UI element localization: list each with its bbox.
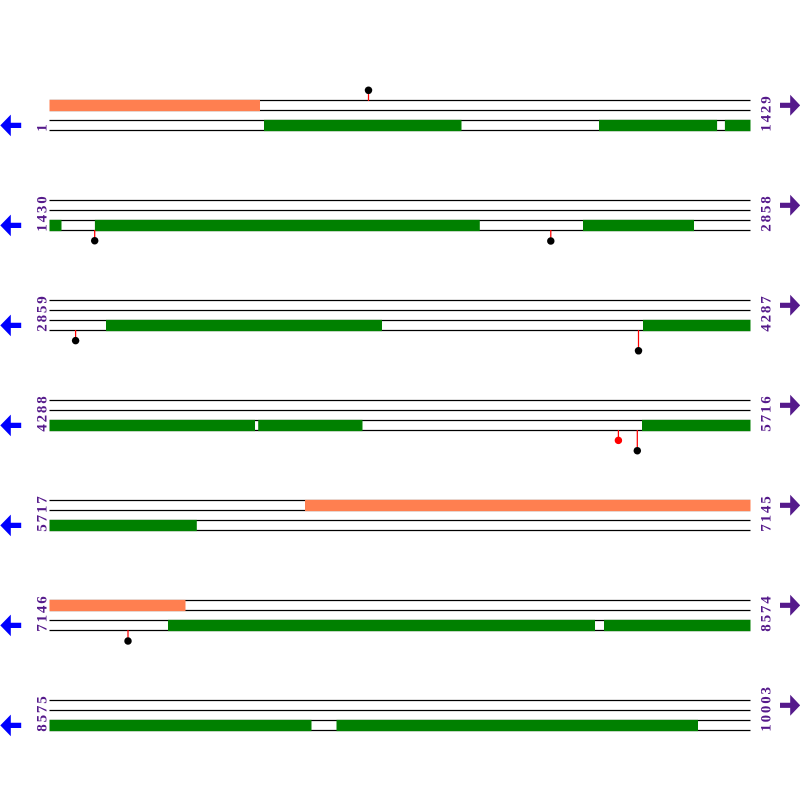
svg-text:4287: 4287 xyxy=(759,294,775,331)
svg-text:8575: 8575 xyxy=(34,694,50,731)
svg-text:7145: 7145 xyxy=(759,494,775,531)
svg-text:1: 1 xyxy=(34,122,50,131)
svg-text:7146: 7146 xyxy=(34,594,50,631)
svg-text:2858: 2858 xyxy=(759,194,775,231)
svg-text:10003: 10003 xyxy=(759,685,775,732)
svg-text:1429: 1429 xyxy=(759,94,775,131)
svg-text:5717: 5717 xyxy=(34,494,50,531)
svg-text:2859: 2859 xyxy=(34,294,50,331)
svg-text:4288: 4288 xyxy=(34,394,50,431)
svg-text:1430: 1430 xyxy=(34,194,50,231)
svg-text:5716: 5716 xyxy=(759,394,775,431)
svg-text:8574: 8574 xyxy=(759,594,775,631)
